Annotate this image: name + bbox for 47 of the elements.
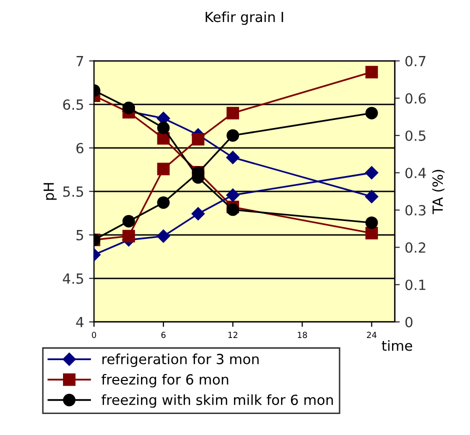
y2-tick-label: 0.1 [405,280,426,290]
chart-title: Kefir grain I [206,11,284,25]
y-tick-label: 5 [76,230,84,240]
y-axis-title: pH [44,183,57,200]
y-tick-label: 5.5 [63,186,84,197]
y2-tick-label: 0 [405,316,412,328]
y-tick-label: 4.5 [62,274,84,284]
y2-tick-label: 0.3 [405,205,426,216]
y2-tick-label: 0.4 [405,168,426,178]
y2-axis-title: TA (%) [432,170,445,214]
y-tick-label: 4 [76,317,84,328]
x-tick-label: 6 [161,332,166,338]
point [226,129,240,142]
y-tick-label: 7 [76,56,84,66]
point [157,162,170,176]
point [156,230,170,243]
x-axis-title: time [382,340,412,351]
point [365,216,378,229]
point [226,106,240,120]
point [365,190,378,204]
point [157,196,170,209]
point [365,226,378,240]
point [192,132,204,146]
point [157,122,170,134]
point [122,230,135,242]
y2-tick-label: 0.5 [405,130,426,141]
point [226,188,240,202]
legend-label: freezing for 6 mon [102,374,228,388]
x-tick-label: 12 [228,332,238,338]
y-tick-label: 6.5 [63,99,84,110]
y2-tick-label: 0.7 [405,56,426,66]
y2-tick-label: 0.6 [405,93,426,104]
point [365,166,378,180]
legend-label: freezing with skim milk for 6 mon [102,394,333,408]
legend-label: refrigeration for 3 mon [102,354,259,367]
point [192,207,205,220]
point [226,203,240,216]
point [365,66,378,78]
point [122,214,135,228]
x-tick-label: 0 [92,332,96,338]
y-tick-label: 6 [76,142,84,154]
point [226,150,240,164]
x-tick-label: 24 [366,332,376,338]
point [365,106,378,120]
x-tick-label: 18 [298,332,307,338]
point [122,102,135,114]
y2-tick-label: 0.2 [405,242,426,253]
